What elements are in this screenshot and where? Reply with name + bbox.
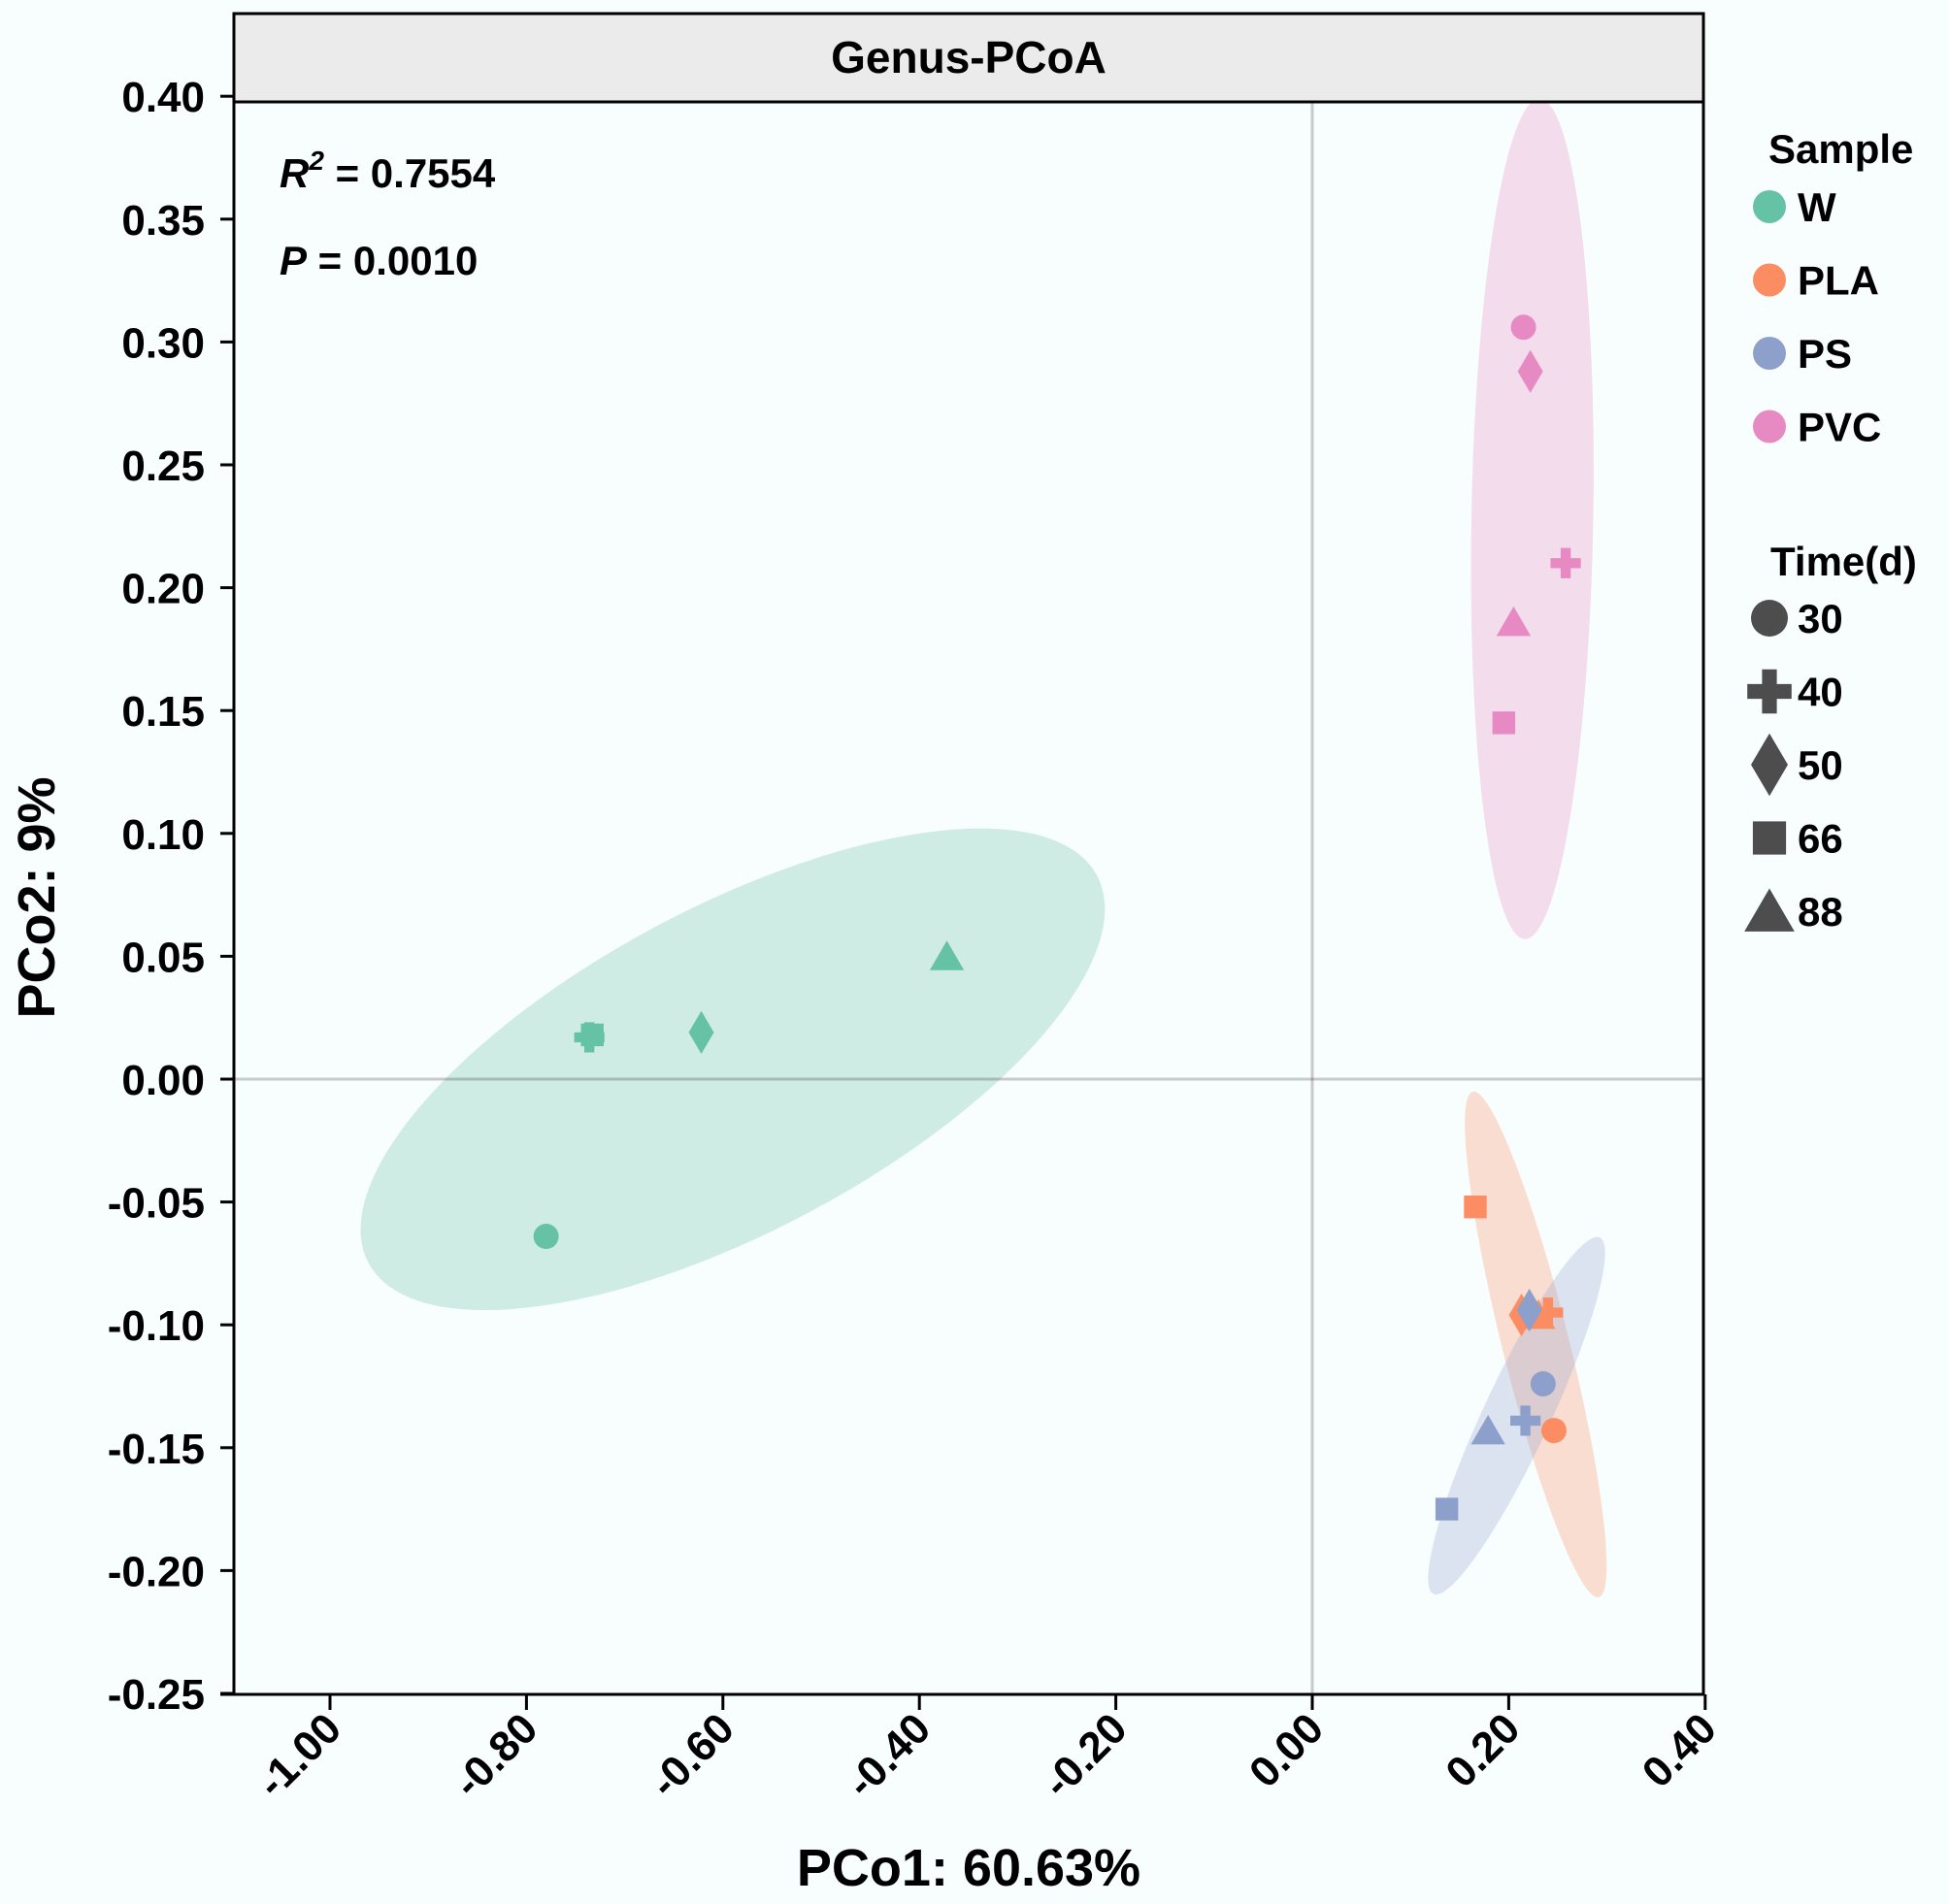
legend-key-pvc: [1753, 410, 1786, 443]
p-value: = 0.0010: [307, 238, 478, 283]
y-tick-label: -0.05: [108, 1180, 205, 1228]
legend-label-ps: PS: [1798, 331, 1852, 377]
point-pvc-66: [1492, 711, 1516, 735]
r-superscript: 2: [308, 146, 324, 176]
title-strip: [232, 12, 1705, 104]
point-pvc-50: [1517, 349, 1543, 393]
y-tick-label: 0.40: [121, 74, 205, 121]
legend-time-title: Time(d): [1770, 539, 1917, 584]
legend-label-time-50: 50: [1798, 742, 1843, 788]
plot-panel: [234, 102, 1703, 1694]
legend-label-w: W: [1798, 184, 1836, 230]
y-tick-label: 0.05: [121, 934, 205, 981]
legend-label-time-88: 88: [1798, 889, 1843, 935]
point-ps-50: [1516, 1288, 1542, 1332]
point-w-50: [688, 1010, 714, 1054]
point-pvc-40: [1550, 547, 1581, 578]
legend-key-time-66: [1752, 821, 1787, 855]
point-pla-40: [1533, 1297, 1564, 1329]
legend-key-time-88: [1744, 888, 1795, 932]
point-pla-30: [1540, 1418, 1567, 1444]
legend-key-ps: [1753, 337, 1786, 370]
r-squared-annotation: R2 = 0.7554: [280, 146, 496, 196]
legend-sample-title: Sample: [1768, 126, 1913, 172]
legend-label-pla: PLA: [1798, 258, 1879, 304]
y-tick-label: 0.00: [121, 1057, 205, 1104]
y-axis-title: PCo2: 9%: [8, 776, 66, 1018]
point-pvc-30: [1510, 314, 1536, 341]
point-w-40: [574, 1022, 605, 1053]
r-label: R: [280, 150, 310, 196]
r-squared-value: = 0.7554: [324, 150, 496, 196]
y-tick-label: -0.15: [108, 1426, 205, 1473]
p-label: P: [280, 238, 308, 283]
p-value-annotation: P = 0.0010: [280, 238, 478, 283]
legend: Sample W PLA PS PVC Time(d) 30 40 50 66 88: [1744, 126, 1917, 935]
point-w-30: [533, 1224, 559, 1250]
y-tick-label: 0.10: [121, 811, 205, 859]
point-pla-66: [1464, 1195, 1487, 1219]
reference-lines: [234, 102, 1703, 1694]
data-points: [533, 314, 1581, 1521]
ellipse-w: [360, 828, 1106, 1311]
legend-key-pla: [1753, 263, 1786, 297]
y-tick-label: -0.25: [108, 1671, 205, 1719]
chart-title: Genus-PCoA: [831, 32, 1107, 82]
y-tick-label: 0.25: [121, 443, 205, 490]
y-tick-label: 0.35: [121, 197, 205, 245]
point-w-88: [929, 940, 965, 970]
point-ps-40: [1510, 1405, 1541, 1436]
y-tick-label: 0.30: [121, 319, 205, 367]
legend-key-time-40: [1747, 669, 1792, 714]
legend-label-pvc: PVC: [1798, 405, 1881, 450]
legend-key-time-30: [1751, 600, 1788, 637]
y-tick-label: 0.15: [121, 688, 205, 736]
y-axis: 0.40 0.35 0.30 0.25 0.20 0.15 0.10 0.05 0.00 -0.0…: [108, 74, 1703, 1719]
point-ps-88: [1470, 1414, 1505, 1445]
ellipse-pla: [1465, 1091, 1607, 1598]
y-tick-label: -0.10: [108, 1302, 205, 1350]
legend-key-time-50: [1751, 733, 1788, 797]
legend-label-time-66: 66: [1798, 816, 1843, 862]
point-ps-30: [1530, 1370, 1556, 1396]
legend-key-w: [1753, 190, 1786, 223]
point-ps-66: [1435, 1497, 1459, 1521]
y-tick-label: -0.20: [108, 1548, 205, 1595]
point-pvc-88: [1496, 606, 1532, 637]
legend-label-time-40: 40: [1798, 670, 1843, 715]
x-axis-title: PCo1: 60.63%: [797, 1839, 1140, 1897]
legend-label-time-30: 30: [1798, 596, 1843, 641]
y-tick-label: 0.20: [121, 566, 205, 613]
